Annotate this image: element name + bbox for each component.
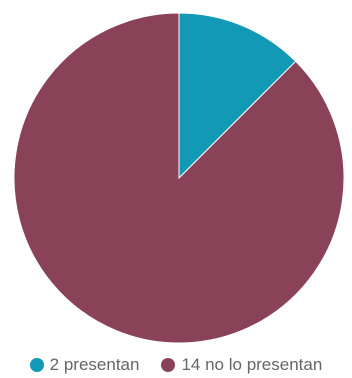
legend: 2 presentan 14 no lo presentan xyxy=(0,352,352,378)
pie-slice-presentan xyxy=(178,12,297,180)
pie-slice-no-lo-presentan xyxy=(13,12,345,344)
pie-chart-plot xyxy=(13,12,345,344)
legend-label-presentan: 2 presentan xyxy=(49,355,140,374)
legend-item-no-lo-presentan: 14 no lo presentan xyxy=(161,355,322,375)
legend-label-no-lo-presentan: 14 no lo presentan xyxy=(181,355,323,374)
legend-marker-presentan xyxy=(29,358,44,372)
legend-item-presentan: 2 presentan xyxy=(29,355,140,375)
legend-marker-no-lo-presentan xyxy=(161,358,176,372)
